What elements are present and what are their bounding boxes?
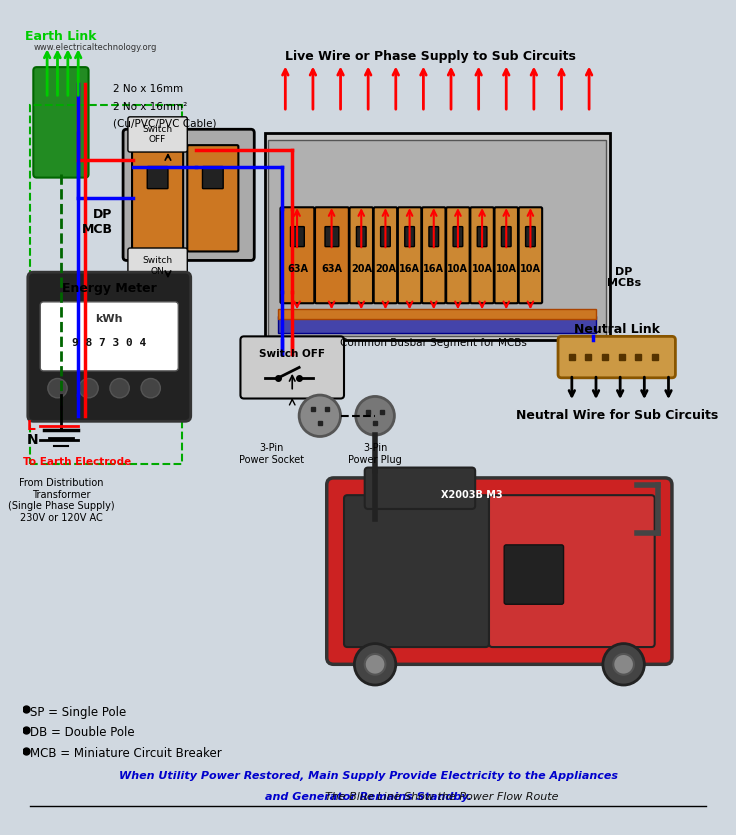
Text: 10A: 10A: [520, 264, 541, 274]
FancyBboxPatch shape: [28, 272, 191, 422]
FancyBboxPatch shape: [123, 129, 254, 261]
FancyBboxPatch shape: [477, 226, 487, 246]
Text: Neutral Link: Neutral Link: [573, 323, 659, 337]
Text: Switch
ON: Switch ON: [143, 256, 173, 276]
FancyBboxPatch shape: [519, 207, 542, 303]
Text: To Earth Electrode: To Earth Electrode: [23, 458, 131, 468]
FancyBboxPatch shape: [147, 166, 168, 189]
FancyBboxPatch shape: [132, 145, 183, 251]
FancyBboxPatch shape: [128, 117, 187, 152]
Text: 16A: 16A: [399, 264, 420, 274]
FancyBboxPatch shape: [429, 226, 439, 246]
Text: 20A: 20A: [351, 264, 372, 274]
FancyBboxPatch shape: [526, 226, 535, 246]
Circle shape: [365, 654, 386, 675]
FancyBboxPatch shape: [501, 226, 511, 246]
Text: X2003B M3: X2003B M3: [441, 490, 503, 500]
Text: 2 No x 16mm: 2 No x 16mm: [113, 84, 183, 94]
Text: When Utility Power Restored, Main Supply Provide Electricity to the Appliances: When Utility Power Restored, Main Supply…: [118, 772, 618, 782]
Text: Switch
OFF: Switch OFF: [143, 125, 173, 144]
Circle shape: [613, 654, 634, 675]
FancyBboxPatch shape: [374, 207, 397, 303]
FancyBboxPatch shape: [446, 207, 470, 303]
FancyBboxPatch shape: [504, 545, 564, 605]
FancyBboxPatch shape: [315, 207, 349, 303]
Circle shape: [110, 378, 130, 397]
FancyBboxPatch shape: [350, 207, 373, 303]
Text: SP = Single Pole: SP = Single Pole: [30, 706, 126, 719]
Circle shape: [355, 397, 394, 435]
FancyBboxPatch shape: [405, 226, 414, 246]
Text: (Cu/PVC/PVC Cable): (Cu/PVC/PVC Cable): [113, 119, 216, 129]
Text: The Blue Line Show the Power Flow Route: The Blue Line Show the Power Flow Route: [178, 792, 559, 802]
Text: L: L: [26, 419, 35, 433]
Text: Energy Meter: Energy Meter: [62, 281, 157, 295]
Circle shape: [141, 378, 160, 397]
Text: 9 8 7 3 0 4: 9 8 7 3 0 4: [72, 338, 146, 348]
FancyBboxPatch shape: [325, 226, 339, 246]
Circle shape: [603, 644, 644, 685]
Text: 10A: 10A: [496, 264, 517, 274]
Text: Earth Link: Earth Link: [25, 30, 96, 43]
Circle shape: [79, 378, 98, 397]
Text: Live Wire or Phase Supply to Sub Circuits: Live Wire or Phase Supply to Sub Circuit…: [285, 50, 576, 63]
FancyBboxPatch shape: [558, 337, 676, 377]
FancyBboxPatch shape: [187, 145, 238, 251]
Text: 3-Pin
Power Socket: 3-Pin Power Socket: [239, 443, 304, 465]
Circle shape: [299, 395, 341, 437]
Text: N: N: [26, 433, 38, 447]
Text: 10A: 10A: [472, 264, 492, 274]
Text: DP
MCBs: DP MCBs: [606, 267, 640, 289]
FancyBboxPatch shape: [278, 316, 596, 333]
Text: 63A: 63A: [322, 264, 342, 274]
FancyBboxPatch shape: [398, 207, 421, 303]
FancyBboxPatch shape: [280, 207, 314, 303]
Text: 20A: 20A: [375, 264, 396, 274]
Text: DB = Double Pole: DB = Double Pole: [30, 726, 135, 740]
FancyBboxPatch shape: [422, 207, 445, 303]
FancyBboxPatch shape: [265, 133, 610, 340]
FancyBboxPatch shape: [495, 207, 518, 303]
Text: MCB = Miniature Circuit Breaker: MCB = Miniature Circuit Breaker: [30, 747, 222, 760]
Text: 10A: 10A: [447, 264, 468, 274]
Text: 16A: 16A: [423, 264, 445, 274]
FancyBboxPatch shape: [356, 226, 366, 246]
FancyBboxPatch shape: [40, 302, 178, 371]
Text: Switch OFF: Switch OFF: [259, 349, 325, 359]
FancyBboxPatch shape: [344, 495, 489, 647]
Circle shape: [354, 644, 396, 685]
Text: www.electricaltechnology.org: www.electricaltechnology.org: [33, 43, 157, 52]
Text: kWh: kWh: [96, 314, 123, 324]
Text: From Distribution
Transformer
(Single Phase Supply)
230V or 120V AC: From Distribution Transformer (Single Ph…: [7, 478, 114, 523]
Text: 3-Pin
Power Plug: 3-Pin Power Plug: [348, 443, 402, 465]
FancyBboxPatch shape: [241, 337, 344, 398]
FancyBboxPatch shape: [268, 139, 606, 337]
Circle shape: [48, 378, 67, 397]
Text: DP
MCB: DP MCB: [82, 209, 113, 236]
FancyBboxPatch shape: [470, 207, 494, 303]
Text: 2 No x 16mm²: 2 No x 16mm²: [113, 102, 187, 112]
FancyBboxPatch shape: [365, 468, 475, 509]
FancyBboxPatch shape: [489, 495, 655, 647]
FancyBboxPatch shape: [128, 248, 187, 283]
FancyBboxPatch shape: [202, 166, 223, 189]
FancyBboxPatch shape: [453, 226, 463, 246]
FancyBboxPatch shape: [381, 226, 390, 246]
Text: Common Busbar Segment for MCBs: Common Busbar Segment for MCBs: [340, 338, 527, 348]
Text: Neutral Wire for Sub Circuits: Neutral Wire for Sub Circuits: [516, 409, 718, 422]
FancyBboxPatch shape: [327, 478, 672, 665]
FancyBboxPatch shape: [33, 67, 88, 178]
FancyBboxPatch shape: [278, 309, 596, 319]
Text: 63A: 63A: [287, 264, 308, 274]
FancyBboxPatch shape: [291, 226, 304, 246]
Text: and Generator Remains Standby.: and Generator Remains Standby.: [265, 792, 472, 802]
